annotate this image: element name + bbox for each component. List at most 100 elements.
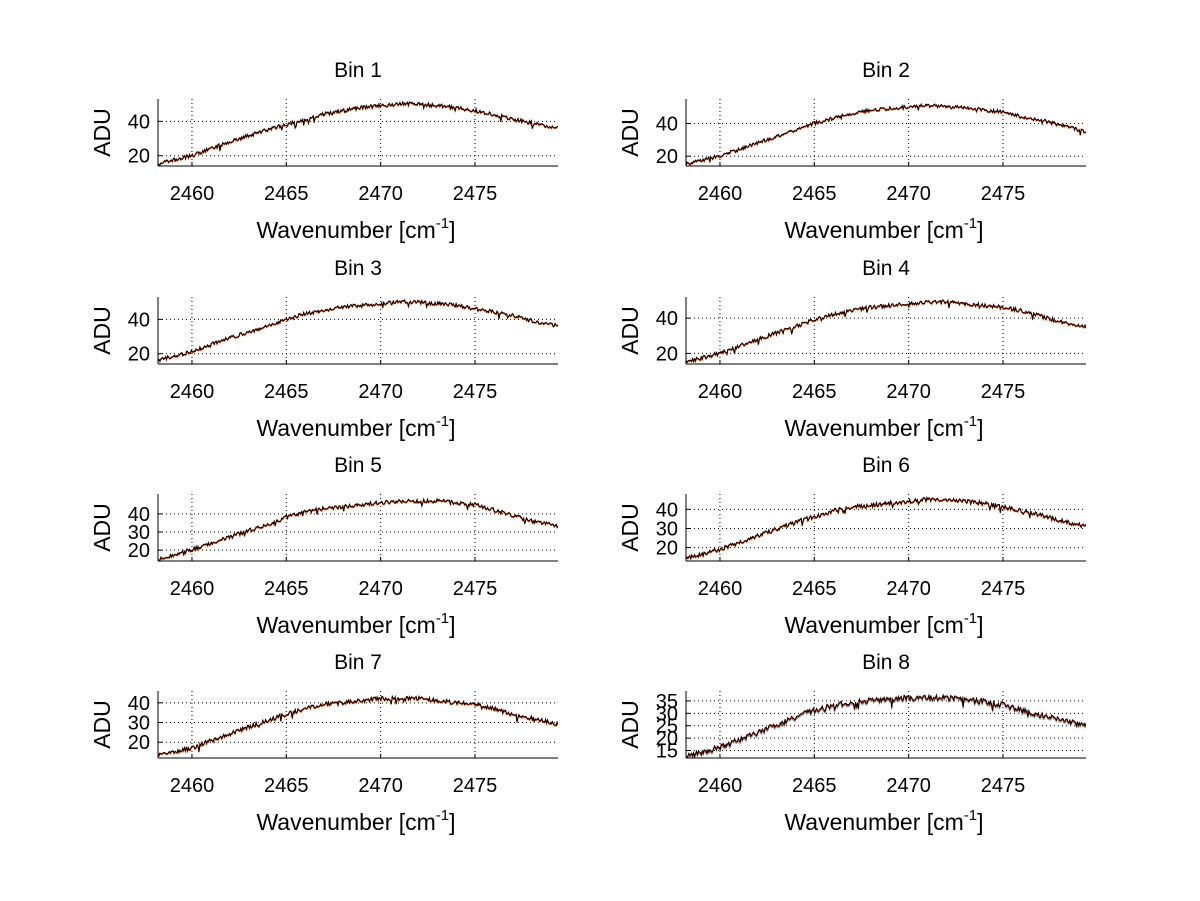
x-tick-label: 2475 bbox=[453, 183, 498, 205]
y-axis-label: ADU bbox=[617, 700, 643, 749]
subplot-title: Bin 7 bbox=[334, 651, 382, 674]
subplot-title: Bin 6 bbox=[862, 454, 910, 477]
subplot-bin-4: 2460 2465 2470 2475 20 40 Bin 4 Wavenumber [cm-… bbox=[617, 257, 1086, 441]
x-tick-label: 2475 bbox=[981, 183, 1026, 205]
series-group bbox=[158, 100, 558, 166]
x-tick-label: 2475 bbox=[453, 578, 498, 600]
x-tick-label: 2460 bbox=[698, 381, 743, 403]
y-tick-label: 30 bbox=[128, 522, 150, 544]
y-axis-label: ADU bbox=[89, 108, 115, 157]
x-axis-label: Wavenumber [cm-1] bbox=[784, 215, 983, 243]
y-axis-label: ADU bbox=[89, 700, 115, 749]
series-group bbox=[686, 298, 1086, 364]
x-tick-label: 2465 bbox=[264, 183, 309, 205]
x-axis-label: Wavenumber [cm-1] bbox=[784, 413, 983, 441]
series-group bbox=[158, 299, 558, 364]
y-tick-label: 20 bbox=[656, 538, 678, 560]
y-tick-label: 30 bbox=[128, 713, 150, 735]
x-axis-label: Wavenumber [cm-1] bbox=[256, 807, 455, 835]
subplot-title: Bin 5 bbox=[334, 454, 382, 477]
series-group bbox=[158, 694, 558, 758]
y-tick-label: 40 bbox=[656, 499, 678, 521]
x-tick-label: 2475 bbox=[981, 578, 1026, 600]
axes-background bbox=[158, 99, 558, 166]
y-tick-label: 30 bbox=[656, 703, 678, 725]
y-tick-label: 35 bbox=[656, 691, 678, 713]
y-axis-label: ADU bbox=[617, 108, 643, 157]
y-tick-label: 20 bbox=[656, 146, 678, 168]
series-group bbox=[686, 102, 1086, 166]
axes-background bbox=[686, 691, 1086, 758]
y-tick-label: 30 bbox=[656, 518, 678, 540]
y-tick-label: 20 bbox=[128, 344, 150, 366]
series-line-3 bbox=[686, 102, 1086, 166]
axes-background bbox=[158, 297, 558, 364]
subplot-title: Bin 2 bbox=[862, 59, 910, 82]
y-tick-label: 25 bbox=[656, 716, 678, 738]
x-tick-label: 2475 bbox=[981, 775, 1026, 797]
x-tick-label: 2470 bbox=[358, 381, 403, 403]
x-tick-label: 2460 bbox=[170, 183, 215, 205]
x-tick-label: 2465 bbox=[792, 578, 837, 600]
series-group bbox=[686, 693, 1086, 758]
subplot-title: Bin 1 bbox=[334, 59, 382, 82]
series-line-3 bbox=[158, 100, 558, 166]
x-tick-label: 2470 bbox=[886, 775, 931, 797]
x-tick-label: 2465 bbox=[792, 183, 837, 205]
y-tick-label: 20 bbox=[656, 728, 678, 750]
x-tick-label: 2465 bbox=[264, 381, 309, 403]
x-tick-label: 2475 bbox=[981, 381, 1026, 403]
y-tick-label: 15 bbox=[656, 741, 678, 763]
y-axis-label: ADU bbox=[89, 503, 115, 552]
x-tick-label: 2470 bbox=[886, 381, 931, 403]
y-tick-label: 40 bbox=[656, 114, 678, 136]
y-tick-label: 20 bbox=[128, 540, 150, 562]
x-tick-label: 2475 bbox=[453, 775, 498, 797]
y-axis-label: ADU bbox=[617, 306, 643, 355]
x-tick-label: 2465 bbox=[792, 775, 837, 797]
y-tick-label: 40 bbox=[128, 111, 150, 133]
y-tick-label: 20 bbox=[656, 343, 678, 365]
x-tick-label: 2465 bbox=[264, 578, 309, 600]
x-axis-label: Wavenumber [cm-1] bbox=[256, 215, 455, 243]
series-line-3 bbox=[158, 299, 558, 363]
series-line-3 bbox=[686, 495, 1086, 560]
x-tick-label: 2465 bbox=[792, 381, 837, 403]
series-group bbox=[686, 495, 1086, 561]
y-tick-label: 40 bbox=[128, 693, 150, 715]
x-axis-label: Wavenumber [cm-1] bbox=[784, 610, 983, 638]
subplot-bin-1: 2460 2465 2470 2475 20 40 Bin 1 Wavenumber [cm-… bbox=[89, 59, 558, 243]
x-tick-label: 2465 bbox=[264, 775, 309, 797]
x-tick-label: 2470 bbox=[358, 183, 403, 205]
x-tick-label: 2470 bbox=[886, 578, 931, 600]
x-tick-label: 2460 bbox=[698, 578, 743, 600]
x-tick-label: 2460 bbox=[170, 381, 215, 403]
x-tick-label: 2470 bbox=[358, 578, 403, 600]
subplot-title: Bin 8 bbox=[862, 651, 910, 674]
x-tick-label: 2460 bbox=[170, 775, 215, 797]
subplot-bin-3: 2460 2465 2470 2475 20 40 Bin 3 Wavenumber [cm-… bbox=[89, 257, 558, 441]
x-tick-label: 2460 bbox=[170, 578, 215, 600]
series-group bbox=[158, 497, 558, 561]
series-line-3 bbox=[158, 497, 558, 561]
y-tick-label: 20 bbox=[128, 146, 150, 168]
x-tick-label: 2460 bbox=[698, 775, 743, 797]
y-tick-label: 20 bbox=[128, 732, 150, 754]
subplot-bin-2: 2460 2465 2470 2475 20 40 Bin 2 Wavenumber [cm-… bbox=[617, 59, 1086, 243]
x-tick-label: 2460 bbox=[698, 183, 743, 205]
axes-background bbox=[158, 691, 558, 758]
x-tick-label: 2470 bbox=[886, 183, 931, 205]
subplot-title: Bin 3 bbox=[334, 257, 382, 280]
x-tick-label: 2475 bbox=[453, 381, 498, 403]
y-tick-label: 40 bbox=[656, 308, 678, 330]
subplot-title: Bin 4 bbox=[862, 257, 910, 280]
series-line-3 bbox=[158, 694, 558, 757]
x-axis-label: Wavenumber [cm-1] bbox=[256, 610, 455, 638]
series-line-4 bbox=[686, 693, 1086, 758]
series-line-3 bbox=[686, 298, 1086, 363]
